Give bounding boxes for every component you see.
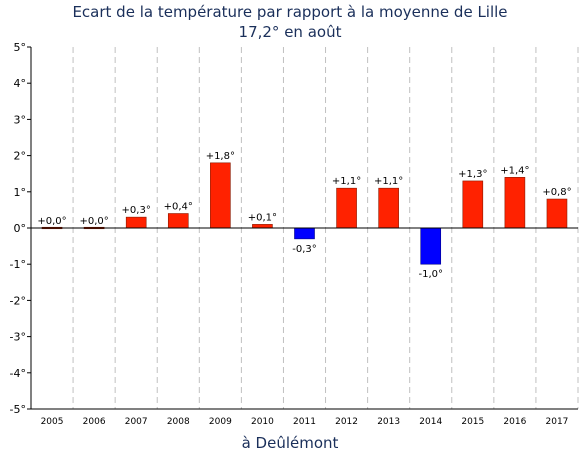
- data-label: +0,0°: [37, 216, 66, 227]
- x-tick-label: 2016: [503, 417, 526, 427]
- chart-subtitle: 17,2° en août: [238, 23, 342, 41]
- data-label: +0,4°: [164, 202, 193, 213]
- data-label: -0,3°: [292, 244, 317, 255]
- bar: [294, 227, 315, 240]
- bar: [546, 198, 568, 229]
- x-tick-label: 2009: [209, 417, 232, 427]
- bar: [378, 187, 399, 229]
- bar: [462, 180, 484, 229]
- y-tick-label: 5°: [14, 41, 27, 54]
- y-tick-label: -2°: [10, 294, 26, 307]
- data-label: +0,0°: [79, 216, 108, 227]
- bar: [420, 227, 442, 265]
- x-tick-label: 2012: [335, 417, 358, 427]
- x-tick-label: 2014: [419, 417, 442, 427]
- y-tick-label: -3°: [10, 331, 26, 344]
- y-tick-label: 0°: [14, 222, 27, 235]
- chart-title: Ecart de la température par rapport à la…: [72, 3, 508, 21]
- x-tick-label: 2015: [461, 417, 484, 427]
- x-tick-label: 2008: [167, 417, 190, 427]
- x-tick-label: 2005: [41, 417, 64, 427]
- bar: [167, 213, 189, 229]
- bar: [125, 216, 147, 229]
- x-tick-label: 2007: [125, 417, 148, 427]
- y-tick-label: 3°: [14, 113, 27, 126]
- data-label: +1,1°: [332, 176, 361, 187]
- y-tick-label: -4°: [10, 367, 26, 380]
- x-tick-label: 2013: [377, 417, 400, 427]
- y-tick-label: -1°: [10, 258, 26, 271]
- data-label: +1,3°: [458, 169, 487, 180]
- x-axis-label: à Deûlémont: [241, 434, 339, 452]
- y-tick-label: 2°: [14, 150, 27, 163]
- x-tick-label: 2011: [293, 417, 316, 427]
- data-label: +0,1°: [248, 212, 277, 223]
- bar: [210, 162, 231, 229]
- data-label: +0,3°: [122, 205, 151, 216]
- data-label: -1,0°: [418, 269, 443, 280]
- bar: [336, 187, 357, 229]
- data-label: +0,8°: [542, 187, 571, 198]
- x-tick-label: 2017: [546, 417, 569, 427]
- data-label: +1,8°: [206, 151, 235, 162]
- data-label: +1,4°: [500, 165, 529, 176]
- bar: [504, 177, 526, 229]
- x-tick-label: 2010: [251, 417, 274, 427]
- y-tick-label: 1°: [14, 186, 27, 199]
- y-tick-label: 4°: [14, 77, 27, 90]
- bar: [252, 224, 273, 229]
- x-tick-label: 2006: [83, 417, 106, 427]
- y-tick-label: -5°: [10, 403, 26, 416]
- data-label: +1,1°: [374, 176, 403, 187]
